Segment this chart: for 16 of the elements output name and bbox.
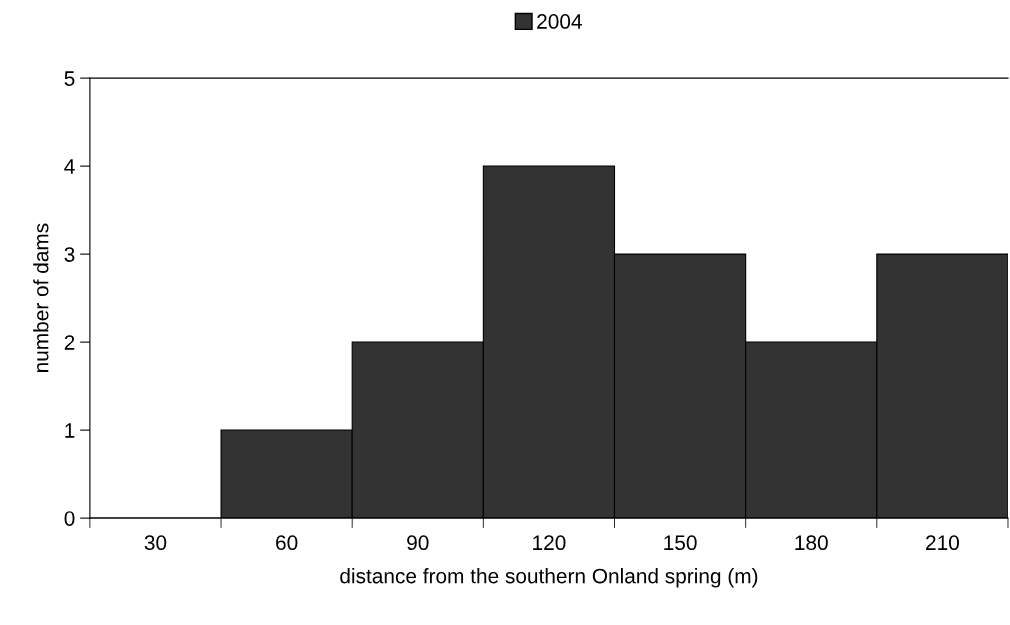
x-tick-label: 120	[533, 535, 566, 551]
x-tick-label: 180	[795, 535, 828, 551]
y-axis-title: number of dams	[33, 223, 49, 372]
x-axis-title: distance from the southern Onland spring (m)	[340, 568, 758, 588]
x-tick-label: 210	[926, 535, 959, 551]
y-tick-label: 0	[64, 511, 75, 526]
x-tick-label: 90	[407, 535, 429, 551]
x-tick-label: 150	[664, 535, 697, 551]
y-tick-label: 3	[64, 247, 75, 262]
x-tick-label: 30	[144, 535, 167, 551]
y-tick-label: 5	[64, 71, 75, 86]
x-tick-label: 60	[276, 535, 298, 551]
legend-label: 2004	[537, 14, 582, 29]
y-tick-label: 2	[64, 335, 75, 350]
y-tick-label: 4	[64, 159, 75, 174]
y-tick-label: 1	[65, 423, 75, 438]
